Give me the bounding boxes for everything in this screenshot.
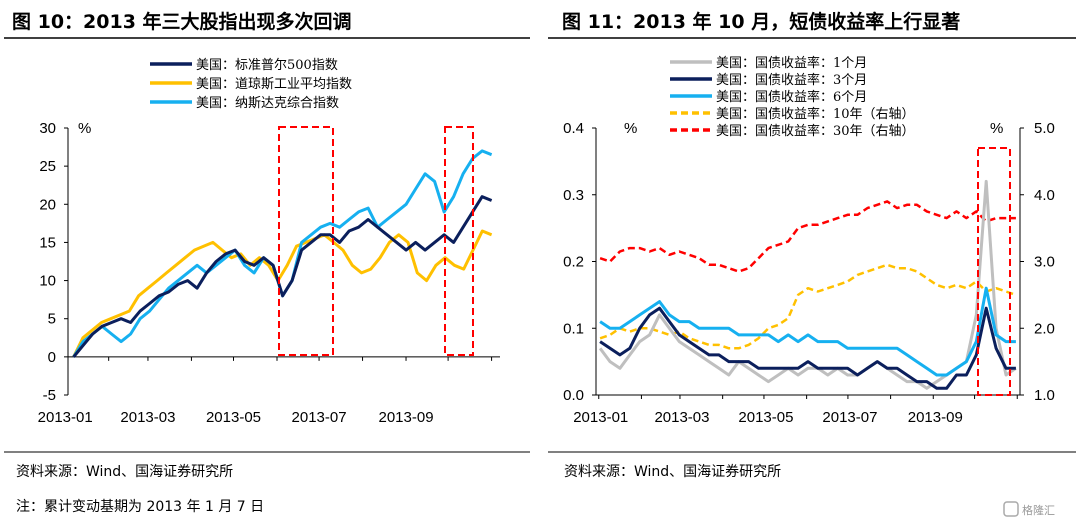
legend-label: 美国：纳斯达克综合指数 bbox=[196, 96, 339, 111]
legend-label: 美国：国债收益率：30年（右轴） bbox=[716, 123, 915, 139]
chart-2-legend: 美国：国债收益率：1个月美国：国债收益率：3个月美国：国债收益率：6个月美国：国… bbox=[670, 55, 915, 139]
chart-1-plot: 30 25 20 15 10 5 0 -5 2013-01 2013-03 2013-05 2013-… bbox=[38, 120, 500, 426]
chart-2: 图 11：2013 年 10 月，短债收益率上行显著 美国：国债收益率：1个月美… bbox=[548, 10, 1076, 426]
series-line-2 bbox=[599, 286, 1016, 377]
x-tick-label: 2013-03 bbox=[120, 409, 175, 426]
y-tick-label: 0.3 bbox=[563, 187, 584, 204]
y-tick-label: 0.1 bbox=[563, 320, 584, 337]
x-tick-label: 2013-07 bbox=[292, 409, 347, 426]
series-line-1 bbox=[72, 229, 493, 358]
x-tick-label: 2013-05 bbox=[738, 409, 793, 426]
y-right-tick-label: 2.0 bbox=[1034, 320, 1055, 337]
legend-label: 美国：国债收益率：10年（右轴） bbox=[716, 106, 915, 122]
chart-1-title: 图 10：2013 年三大股指出现多次回调 bbox=[12, 10, 352, 33]
series-line-2 bbox=[72, 149, 493, 358]
y-tick-label: 25 bbox=[39, 158, 56, 175]
y-tick-label: 0.2 bbox=[563, 254, 584, 271]
series-line-4 bbox=[599, 200, 1016, 273]
series-line-3 bbox=[599, 263, 1017, 350]
x-tick-label: 2013-01 bbox=[38, 409, 93, 426]
base-date-note: 注：累计变动基期为 2013 年 1 月 7 日 bbox=[16, 498, 264, 515]
highlight-box-october bbox=[444, 126, 474, 356]
y-tick-label: 30 bbox=[39, 120, 56, 137]
legend-label: 美国：国债收益率：3个月 bbox=[716, 72, 867, 88]
logo-icon bbox=[1003, 501, 1019, 517]
source-note-left: 资料来源：Wind、国海证券研究所 bbox=[16, 464, 233, 480]
y-tick-label: 0 bbox=[48, 349, 56, 366]
y-tick-label: 20 bbox=[39, 196, 56, 213]
legend-label: 美国：道琼斯工业平均指数 bbox=[196, 77, 352, 92]
y-right-tick-label: 5.0 bbox=[1034, 120, 1055, 137]
y-tick-label: 15 bbox=[39, 234, 56, 251]
y-tick-label: 5 bbox=[48, 311, 56, 328]
chart-1-y-unit: % bbox=[78, 120, 91, 137]
chart-1: 图 10：2013 年三大股指出现多次回调 美国：标准普尔500指数美国：道琼斯… bbox=[4, 10, 530, 426]
y-tick-label: 0.4 bbox=[563, 120, 584, 137]
x-tick-label: 2013-09 bbox=[908, 409, 963, 426]
y-right-tick-label: 1.0 bbox=[1034, 387, 1055, 404]
chart-2-y-unit-right: % bbox=[990, 120, 1003, 137]
source-note-right: 资料来源：Wind、国海证券研究所 bbox=[564, 464, 781, 480]
x-tick-label: 2013-05 bbox=[206, 409, 261, 426]
chart-2-plot: 0.4 0.3 0.2 0.1 0.0 5.0 4.0 3.0 2.0 1.0 2013-01 201… bbox=[563, 120, 1055, 426]
x-tick-label: 2013-07 bbox=[822, 409, 877, 426]
watermark-logo: 格隆汇 bbox=[1003, 501, 1055, 517]
x-tick-label: 2013-09 bbox=[378, 409, 433, 426]
logo-text: 格隆汇 bbox=[1022, 503, 1055, 517]
chart-2-y-unit-left: % bbox=[624, 120, 637, 137]
x-tick-label: 2013-03 bbox=[654, 409, 709, 426]
legend-label: 美国：标准普尔500指数 bbox=[196, 58, 338, 73]
legend-label: 美国：国债收益率：6个月 bbox=[716, 89, 867, 105]
series-line-1 bbox=[599, 306, 1016, 390]
x-tick-label: 2013-01 bbox=[573, 409, 628, 426]
y-tick-label: -5 bbox=[43, 387, 56, 404]
series-line-0 bbox=[72, 195, 493, 358]
y-right-tick-label: 4.0 bbox=[1034, 187, 1055, 204]
chart-2-title: 图 11：2013 年 10 月，短债收益率上行显著 bbox=[562, 10, 960, 33]
y-right-tick-label: 3.0 bbox=[1034, 254, 1055, 271]
highlight-box-october bbox=[977, 147, 1011, 396]
y-tick-label: 0.0 bbox=[563, 387, 584, 404]
legend-label: 美国：国债收益率：1个月 bbox=[716, 55, 867, 71]
y-tick-label: 10 bbox=[39, 273, 56, 290]
highlight-box-june bbox=[278, 126, 334, 356]
